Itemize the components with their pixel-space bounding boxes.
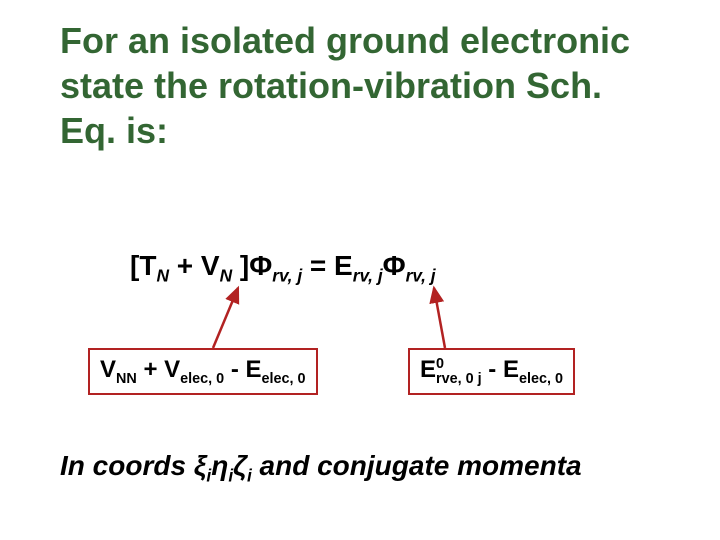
eq-equals-e: = E — [302, 250, 353, 281]
box1-eelec-sub: elec, 0 — [262, 371, 306, 387]
eq-t: [T — [130, 250, 156, 281]
definition-box-right: E0rve, 0 j - Eelec, 0 — [408, 348, 575, 395]
eq-v-sub: N — [220, 266, 233, 286]
eq-phi-sub2: rv, j — [406, 266, 436, 286]
arrow-left — [213, 288, 238, 348]
box1-plus-v: + V — [137, 356, 180, 383]
footer-post: and conjugate momenta — [252, 450, 582, 481]
box2-minus-e: - E — [482, 356, 519, 383]
footer-text: In coords ξiηiζi and conjugate momenta — [60, 450, 582, 487]
eq-t-sub: N — [156, 266, 169, 286]
definition-box-left: VNN + Velec, 0 - Eelec, 0 — [88, 348, 318, 395]
box2-e-sup: 0 — [436, 356, 444, 372]
box2-e-sub: rve, 0 j — [436, 371, 482, 387]
arrow-right — [434, 288, 445, 348]
eq-phi2: Φ — [383, 250, 406, 281]
main-equation: [TN + VN ]Φrv, j = Erv, jΦrv, j — [130, 250, 436, 287]
box1-minus-e: - E — [224, 356, 261, 383]
footer-zeta: ζ — [233, 450, 247, 481]
box2-e: E — [420, 356, 436, 383]
footer-eta: η — [211, 450, 228, 481]
slide-title: For an isolated ground electronic state … — [60, 18, 660, 153]
box1-vnn-sub: NN — [116, 371, 137, 387]
box2-eelec-sub: elec, 0 — [519, 371, 563, 387]
footer-pre: In coords ξ — [60, 450, 206, 481]
eq-e-sub: rv, j — [353, 266, 383, 286]
eq-plus-v: + V — [169, 250, 220, 281]
eq-close-phi: ]Φ — [232, 250, 272, 281]
box1-velec-sub: elec, 0 — [180, 371, 224, 387]
box1-vnn: V — [100, 356, 116, 383]
eq-phi-sub1: rv, j — [272, 266, 302, 286]
